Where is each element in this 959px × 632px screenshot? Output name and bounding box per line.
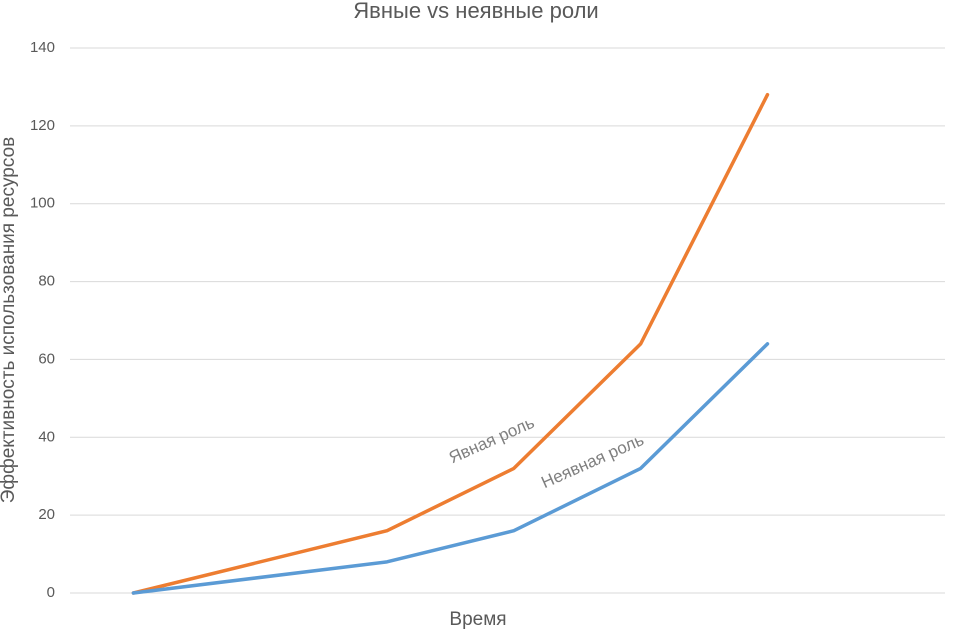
y-tick-label: 0 xyxy=(47,584,55,601)
y-tick-label: 40 xyxy=(38,428,55,445)
y-tick-label: 140 xyxy=(30,39,55,56)
y-tick-label: 60 xyxy=(38,350,55,367)
chart-title: Явные vs неявные роли xyxy=(353,0,598,23)
y-tick-label: 80 xyxy=(38,273,55,290)
y-tick-label: 120 xyxy=(30,117,55,134)
series-line xyxy=(131,342,770,595)
series-label: Неявная роль xyxy=(538,430,646,492)
y-tick-label: 20 xyxy=(38,506,55,523)
x-axis-title: Время xyxy=(449,609,506,630)
y-tick-label: 100 xyxy=(30,195,55,212)
y-axis-title: Эффективность использования ресурсов xyxy=(0,137,19,503)
series-line xyxy=(131,92,770,595)
